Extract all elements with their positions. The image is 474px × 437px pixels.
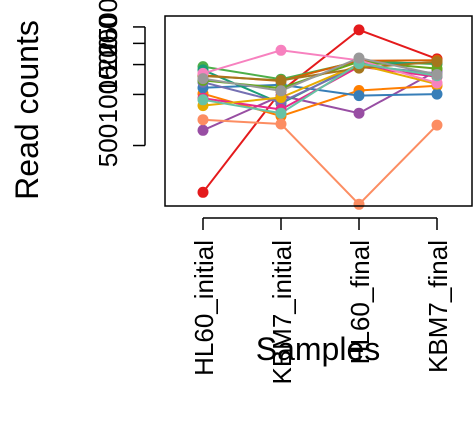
x-axis-title: Samples	[256, 331, 381, 367]
data-point-s5-KBM7_final	[431, 88, 443, 100]
series-lines	[202, 28, 438, 206]
series-line-15	[202, 62, 438, 115]
series-line-11	[202, 63, 438, 107]
series-line-4	[202, 84, 438, 118]
data-point-s13-KBM7_initial	[275, 44, 287, 56]
data-point-s3-HL60_final	[353, 107, 365, 119]
series-line-16	[202, 56, 438, 92]
data-point-s12-KBM7_initial	[275, 74, 287, 86]
y-tick-label: 1500	[93, 36, 123, 94]
data-point-s12-KBM7_final	[431, 56, 443, 68]
y-axis-title: Read counts	[9, 20, 45, 200]
series-line-13	[202, 49, 438, 84]
y-tick-label: 2000	[93, 14, 123, 72]
plot-box	[164, 15, 473, 207]
data-point-s14-HL60_final	[353, 198, 365, 210]
x-tick-label: KBM7_initial	[267, 240, 297, 385]
data-point-s1-HL60_final	[353, 24, 365, 36]
data-point-s14-KBM7_final	[431, 119, 443, 131]
data-point-s16-KBM7_final	[431, 69, 443, 80]
y-tick-label: 1000	[93, 65, 123, 123]
y-tick-label: 2500	[93, 0, 123, 56]
data-point-s16-HL60_initial	[197, 73, 209, 85]
data-point-s16-HL60_final	[353, 52, 365, 64]
x-tick-label: KBM7_final	[423, 240, 453, 373]
series-line-3	[202, 69, 438, 132]
data-point-s15-KBM7_initial	[275, 107, 287, 119]
x-axis: HL60_initial KBM7_initial HL60_final KBM7_f…	[189, 217, 453, 385]
data-point-s1-HL60_initial	[197, 186, 209, 198]
data-point-s14-HL60_initial	[197, 114, 209, 126]
data-point-s5-HL60_final	[353, 90, 365, 102]
series-line-1	[202, 28, 438, 193]
data-point-s3-HL60_initial	[197, 124, 209, 136]
data-point-s15-HL60_initial	[197, 94, 209, 106]
data-point-s14-KBM7_initial	[275, 118, 287, 130]
series-line-14	[202, 118, 438, 206]
y-tick-label: 500	[93, 124, 123, 167]
x-tick-label: HL60_initial	[189, 240, 219, 376]
x-tick-label: HL60_final	[345, 240, 375, 364]
data-point-s16-KBM7_initial	[275, 85, 287, 97]
series-points	[197, 24, 443, 210]
